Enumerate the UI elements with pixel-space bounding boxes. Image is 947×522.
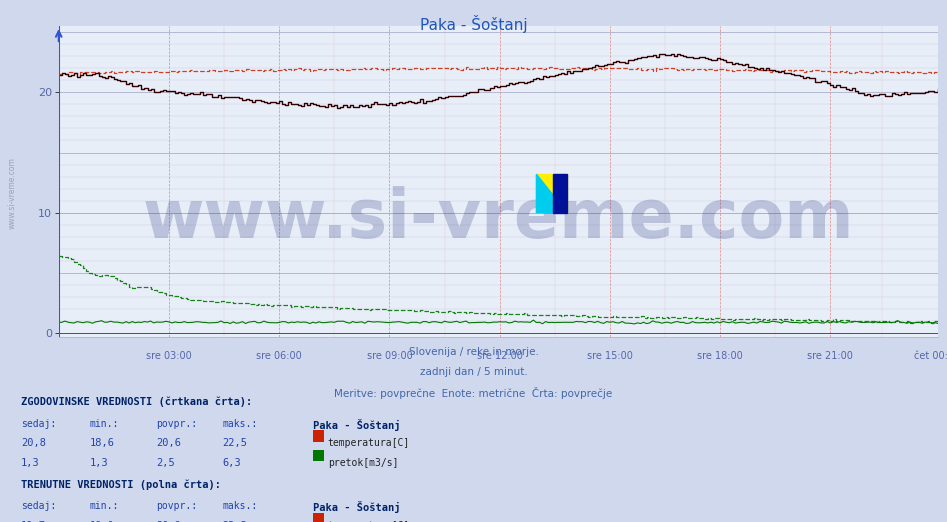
- Text: sedaj:: sedaj:: [21, 419, 56, 429]
- Text: Paka - Šoštanj: Paka - Šoštanj: [313, 501, 400, 513]
- Text: Meritve: povprečne  Enote: metrične  Črta: povprečje: Meritve: povprečne Enote: metrične Črta:…: [334, 387, 613, 399]
- Text: zadnji dan / 5 minut.: zadnji dan / 5 minut.: [420, 367, 527, 377]
- Text: sre 15:00: sre 15:00: [587, 351, 633, 361]
- Text: sre 18:00: sre 18:00: [697, 351, 743, 361]
- Text: Slovenija / reke in morje.: Slovenija / reke in morje.: [408, 347, 539, 357]
- Polygon shape: [536, 174, 567, 212]
- Text: sre 03:00: sre 03:00: [146, 351, 192, 361]
- Text: TRENUTNE VREDNOSTI (polna črta):: TRENUTNE VREDNOSTI (polna črta):: [21, 479, 221, 490]
- Text: temperatura[C]: temperatura[C]: [328, 438, 410, 448]
- Text: povpr.:: povpr.:: [156, 419, 197, 429]
- Text: ZGODOVINSKE VREDNOSTI (črtkana črta):: ZGODOVINSKE VREDNOSTI (črtkana črta):: [21, 397, 252, 407]
- Text: 6,3: 6,3: [223, 458, 241, 468]
- Text: sedaj:: sedaj:: [21, 501, 56, 511]
- Text: www.si-vreme.com: www.si-vreme.com: [142, 186, 854, 252]
- Text: čet 00:00: čet 00:00: [915, 351, 947, 361]
- Text: 20,9: 20,9: [156, 521, 181, 522]
- Text: 22,5: 22,5: [223, 438, 247, 448]
- Text: maks.:: maks.:: [223, 501, 258, 511]
- Text: Paka - Šoštanj: Paka - Šoštanj: [420, 15, 527, 32]
- Text: sre 12:00: sre 12:00: [476, 351, 523, 361]
- Text: 23,2: 23,2: [223, 521, 247, 522]
- Polygon shape: [553, 174, 567, 212]
- Text: min.:: min.:: [90, 501, 119, 511]
- Text: sre 09:00: sre 09:00: [366, 351, 412, 361]
- Text: 19,7: 19,7: [21, 521, 45, 522]
- Text: 20,6: 20,6: [156, 438, 181, 448]
- Text: sre 21:00: sre 21:00: [808, 351, 853, 361]
- Text: sre 06:00: sre 06:00: [257, 351, 302, 361]
- Text: 1,3: 1,3: [21, 458, 40, 468]
- Text: maks.:: maks.:: [223, 419, 258, 429]
- Text: 18,6: 18,6: [90, 438, 115, 448]
- Text: temperatura[C]: temperatura[C]: [328, 521, 410, 522]
- Text: Paka - Šoštanj: Paka - Šoštanj: [313, 419, 400, 431]
- Text: 2,5: 2,5: [156, 458, 175, 468]
- Text: 1,3: 1,3: [90, 458, 109, 468]
- Text: povpr.:: povpr.:: [156, 501, 197, 511]
- Text: www.si-vreme.com: www.si-vreme.com: [8, 157, 17, 229]
- Text: pretok[m3/s]: pretok[m3/s]: [328, 458, 398, 468]
- Text: 19,1: 19,1: [90, 521, 115, 522]
- Text: min.:: min.:: [90, 419, 119, 429]
- Polygon shape: [536, 174, 567, 212]
- Text: 20,8: 20,8: [21, 438, 45, 448]
